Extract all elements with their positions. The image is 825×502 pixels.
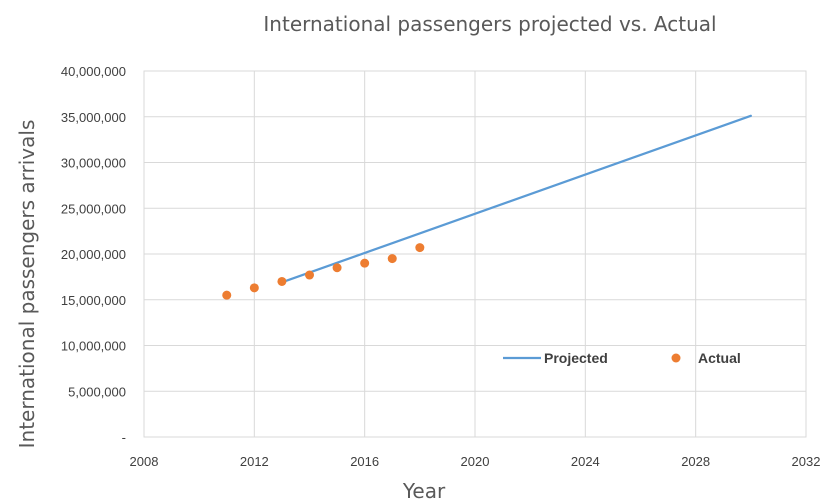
projected-line — [280, 114, 752, 284]
legend: Projected Actual — [503, 350, 741, 366]
y-tick-label: 35,000,000 — [61, 110, 126, 125]
actual-point — [360, 258, 370, 268]
y-tick-label: - — [122, 430, 126, 445]
x-axis-ticks: 2008 2012 2016 2020 2024 2028 2032 — [130, 454, 821, 469]
legend-actual-label: Actual — [698, 350, 741, 366]
y-tick-label: 20,000,000 — [61, 247, 126, 262]
x-tick-label: 2008 — [130, 454, 159, 469]
actual-point — [332, 263, 342, 273]
x-tick-label: 2016 — [350, 454, 379, 469]
x-tick-label: 2012 — [240, 454, 269, 469]
y-axis-ticks: - 5,000,000 10,000,000 15,000,000 20,000,000… — [61, 64, 126, 445]
y-tick-label: 10,000,000 — [61, 339, 126, 354]
actual-point — [277, 276, 287, 286]
chart-title: International passengers projected vs. A… — [263, 12, 716, 36]
y-tick-label: 5,000,000 — [68, 384, 126, 399]
actual-point — [249, 283, 259, 293]
legend-actual-marker — [671, 353, 681, 363]
actual-point — [415, 243, 425, 253]
x-tick-label: 2024 — [571, 454, 600, 469]
plot-area-border — [143, 70, 807, 438]
x-tick-label: 2028 — [681, 454, 710, 469]
y-tick-label: 40,000,000 — [61, 64, 126, 79]
legend-projected-label: Projected — [544, 350, 608, 366]
x-axis-title: Year — [402, 479, 446, 502]
y-tick-label: 25,000,000 — [61, 201, 126, 216]
y-tick-label: 30,000,000 — [61, 156, 126, 171]
series-layer — [222, 114, 752, 300]
y-axis-title: International passengers arrivals — [15, 120, 39, 449]
actual-point — [387, 254, 397, 264]
y-tick-label: 15,000,000 — [61, 293, 126, 308]
actual-point — [222, 290, 232, 300]
gridlines — [143, 70, 807, 438]
x-tick-label: 2032 — [792, 454, 821, 469]
actual-point — [305, 270, 314, 280]
x-tick-label: 2020 — [461, 454, 490, 469]
